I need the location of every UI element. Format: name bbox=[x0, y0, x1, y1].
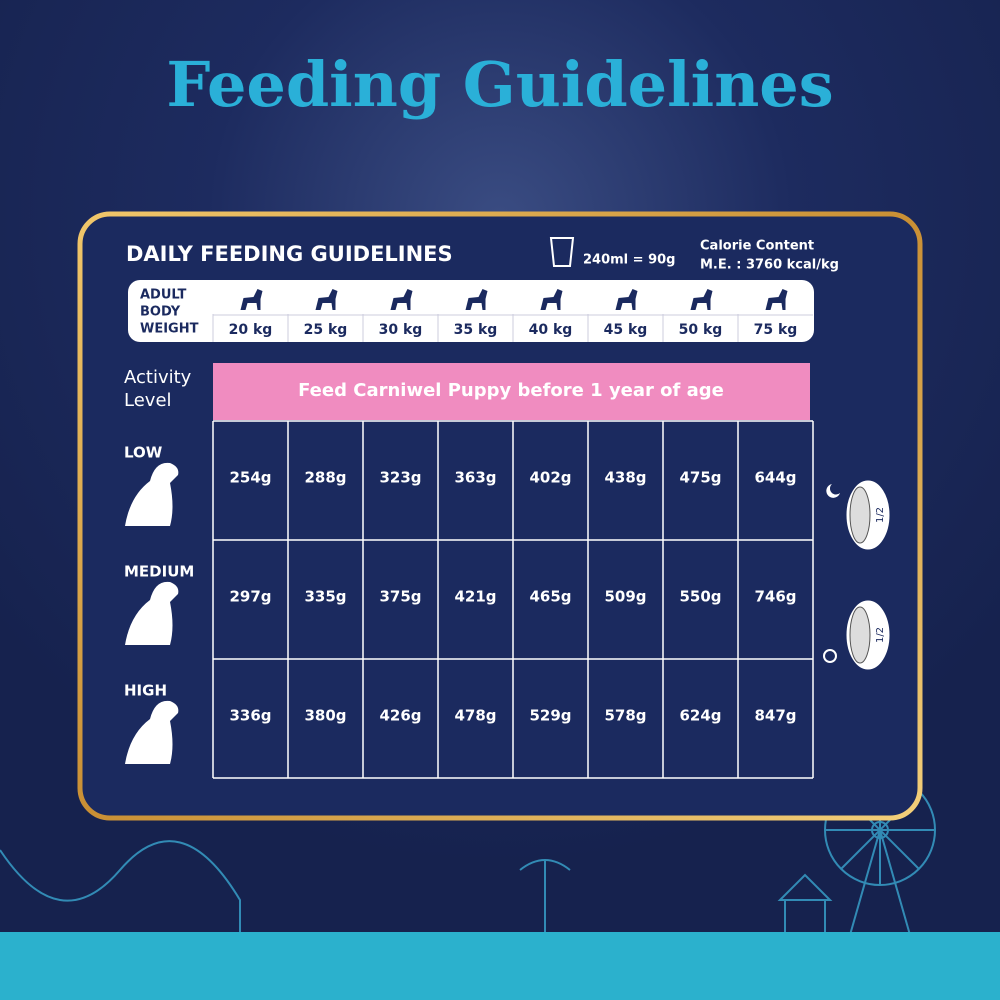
activity-level: MEDIUM bbox=[124, 563, 194, 581]
weight: 25 kg bbox=[304, 322, 348, 338]
amount: 336g bbox=[229, 707, 271, 725]
amount: 644g bbox=[754, 469, 796, 487]
card-heading: DAILY FEEDING GUIDELINES bbox=[126, 242, 453, 266]
dog-icon bbox=[540, 289, 563, 310]
activity-level: LOW bbox=[124, 444, 163, 462]
weight: 30 kg bbox=[379, 322, 423, 338]
dog-icon bbox=[315, 289, 338, 310]
amount: 297g bbox=[229, 588, 271, 606]
dog-icon bbox=[465, 289, 488, 310]
amount: 624g bbox=[679, 707, 721, 725]
title: Feeding Guidelines bbox=[166, 48, 833, 121]
banner bbox=[213, 363, 810, 420]
dog-icon bbox=[615, 289, 638, 310]
banner-text: Feed Carniwel Puppy before 1 year of age bbox=[298, 380, 724, 401]
amount: 475g bbox=[679, 469, 721, 487]
dog-icon bbox=[240, 289, 263, 310]
weight: 75 kg bbox=[754, 322, 798, 338]
activity-dog bbox=[125, 581, 179, 645]
weight-label: WEIGHT bbox=[140, 322, 199, 337]
amount: 380g bbox=[304, 707, 346, 725]
amount: 529g bbox=[529, 707, 571, 725]
bowl-label: 1/2 bbox=[875, 507, 886, 523]
amount: 509g bbox=[604, 588, 646, 606]
amount: 746g bbox=[754, 588, 796, 606]
amount: 438g bbox=[604, 469, 646, 487]
amount: 465g bbox=[529, 588, 571, 606]
activity-level: HIGH bbox=[124, 682, 167, 700]
weight: 45 kg bbox=[604, 322, 648, 338]
amount: 478g bbox=[454, 707, 496, 725]
sun-icon bbox=[823, 649, 837, 663]
calorie-value: M.E. : 3760 kcal/kg bbox=[700, 258, 839, 273]
amount: 363g bbox=[454, 469, 496, 487]
amount: 375g bbox=[379, 588, 421, 606]
amount: 288g bbox=[304, 469, 346, 487]
moon-icon bbox=[826, 484, 840, 498]
weight: 40 kg bbox=[529, 322, 573, 338]
weight-strip bbox=[128, 280, 814, 342]
dog-icon bbox=[390, 289, 413, 310]
measure: 240ml = 90g bbox=[583, 253, 675, 268]
amount: 426g bbox=[379, 707, 421, 725]
weight-label: ADULT bbox=[140, 288, 187, 303]
bowl-label: 1/2 bbox=[875, 627, 886, 643]
cup-icon bbox=[549, 237, 575, 267]
amount: 323g bbox=[379, 469, 421, 487]
amount: 578g bbox=[604, 707, 646, 725]
weight: 20 kg bbox=[229, 322, 273, 338]
weight-label: BODY bbox=[140, 305, 181, 320]
amount: 335g bbox=[304, 588, 346, 606]
dog-icon bbox=[765, 289, 788, 310]
dog-icon bbox=[690, 289, 713, 310]
amount: 254g bbox=[229, 469, 271, 487]
amount: 550g bbox=[679, 588, 721, 606]
weight: 35 kg bbox=[454, 322, 498, 338]
weight: 50 kg bbox=[679, 322, 723, 338]
footer-band bbox=[0, 932, 1000, 1000]
bowl-food bbox=[849, 486, 871, 544]
bowl-food bbox=[849, 606, 871, 664]
activity-label: Activity bbox=[124, 367, 192, 388]
amount: 421g bbox=[454, 588, 496, 606]
calorie-title: Calorie Content bbox=[700, 239, 814, 254]
amount: 847g bbox=[754, 707, 796, 725]
grid: ADULT BODY WEIGHT 20 kg 25 kg 30 kg 35 kg 40 kg… bbox=[124, 288, 891, 779]
activity-dog bbox=[125, 700, 179, 764]
activity-dog bbox=[125, 462, 179, 526]
activity-label: Level bbox=[124, 390, 172, 411]
amount: 402g bbox=[529, 469, 571, 487]
